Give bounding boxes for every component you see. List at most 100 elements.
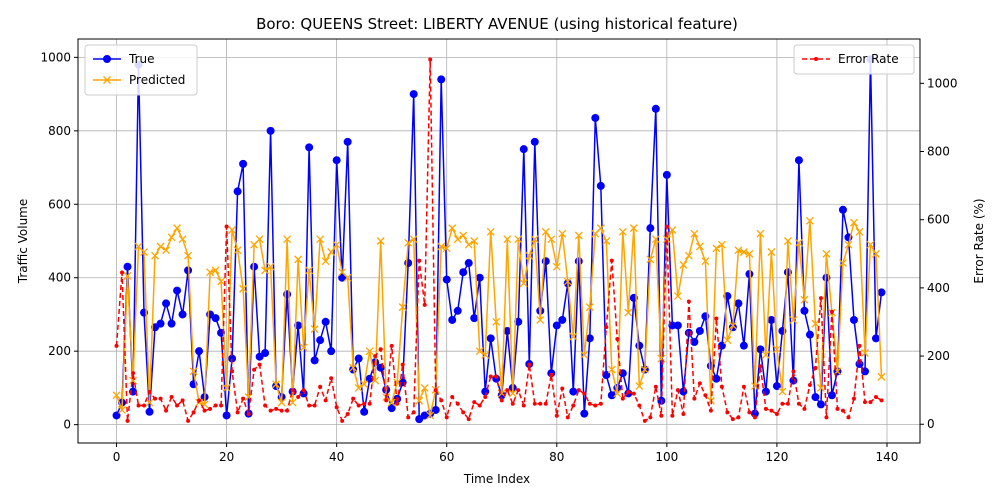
legend-label: Error Rate <box>838 52 899 66</box>
data-point <box>646 224 655 233</box>
data-point <box>466 417 471 422</box>
data-point <box>519 145 528 154</box>
data-point <box>829 309 834 314</box>
data-point <box>323 398 328 403</box>
data-point <box>189 367 198 376</box>
data-point <box>818 296 823 301</box>
data-point <box>756 345 765 354</box>
x-tick-label: 80 <box>549 450 564 464</box>
data-point <box>695 242 704 251</box>
data-point <box>211 314 220 323</box>
data-point <box>816 383 825 392</box>
data-point <box>514 317 523 326</box>
data-point <box>756 229 765 238</box>
data-point <box>631 391 636 396</box>
data-point <box>618 227 627 236</box>
data-point <box>514 235 523 244</box>
data-point <box>811 319 820 328</box>
data-point <box>486 227 495 236</box>
data-point <box>558 315 567 324</box>
data-point <box>541 257 550 266</box>
data-point <box>426 411 435 420</box>
data-point <box>494 374 499 379</box>
x-tick-label: 20 <box>219 450 234 464</box>
data-point <box>123 262 132 271</box>
data-point <box>701 257 710 266</box>
data-point <box>778 387 787 396</box>
data-point <box>838 205 847 214</box>
data-point <box>167 233 176 242</box>
data-point <box>329 376 334 381</box>
data-point <box>428 57 433 62</box>
data-point <box>739 341 748 350</box>
data-point <box>142 403 147 408</box>
data-point <box>734 299 743 308</box>
data-point <box>274 406 279 411</box>
data-point <box>332 240 341 249</box>
data-point <box>321 257 330 266</box>
data-point <box>296 394 301 399</box>
data-point <box>563 277 572 286</box>
data-point <box>516 388 521 393</box>
data-point <box>840 408 845 413</box>
data-point <box>664 224 669 229</box>
data-point <box>340 418 345 423</box>
data-point <box>228 226 237 234</box>
data-point <box>472 400 477 405</box>
data-point <box>140 248 148 256</box>
data-point <box>488 374 493 379</box>
data-point <box>774 412 779 417</box>
data-point <box>571 403 576 408</box>
data-point <box>607 365 616 374</box>
data-point <box>789 316 798 324</box>
data-point <box>794 238 803 247</box>
series-predicted <box>112 216 886 420</box>
data-point <box>679 387 688 396</box>
data-point <box>268 408 273 413</box>
data-point <box>125 418 130 423</box>
data-point <box>750 382 759 391</box>
data-point <box>288 398 297 407</box>
data-point <box>725 410 730 415</box>
data-point <box>541 227 550 236</box>
data-point <box>805 216 814 225</box>
data-point <box>239 159 248 168</box>
data-point <box>558 229 567 238</box>
data-point <box>838 259 847 267</box>
data-point <box>164 408 169 413</box>
data-point <box>145 407 154 416</box>
data-point <box>651 235 660 244</box>
data-point <box>695 326 704 335</box>
data-point <box>615 337 620 342</box>
data-point <box>395 401 400 406</box>
data-point <box>866 240 875 249</box>
data-point <box>670 413 675 418</box>
data-point <box>362 401 367 406</box>
data-point <box>684 328 693 337</box>
data-point <box>118 405 126 414</box>
y-tick-label: 0 <box>63 418 71 432</box>
data-point <box>453 235 462 244</box>
x-axis-label: Time Index <box>463 472 530 486</box>
data-point <box>411 410 416 415</box>
data-point <box>387 404 396 413</box>
data-point <box>536 316 545 324</box>
data-point <box>505 388 510 393</box>
data-point <box>233 187 242 196</box>
data-point <box>351 396 356 401</box>
data-point <box>349 363 358 372</box>
data-point <box>202 408 207 413</box>
data-point <box>277 398 286 407</box>
y-tick-label: 200 <box>48 344 71 358</box>
data-point <box>549 372 554 377</box>
data-point <box>365 347 374 356</box>
data-point <box>827 391 836 400</box>
data-point <box>153 396 158 401</box>
data-point <box>714 316 719 321</box>
legend-label: True <box>128 52 155 66</box>
data-point <box>422 302 427 307</box>
data-point <box>868 400 873 405</box>
legend-box <box>84 44 198 96</box>
data-point <box>285 408 290 413</box>
data-point <box>186 418 191 423</box>
